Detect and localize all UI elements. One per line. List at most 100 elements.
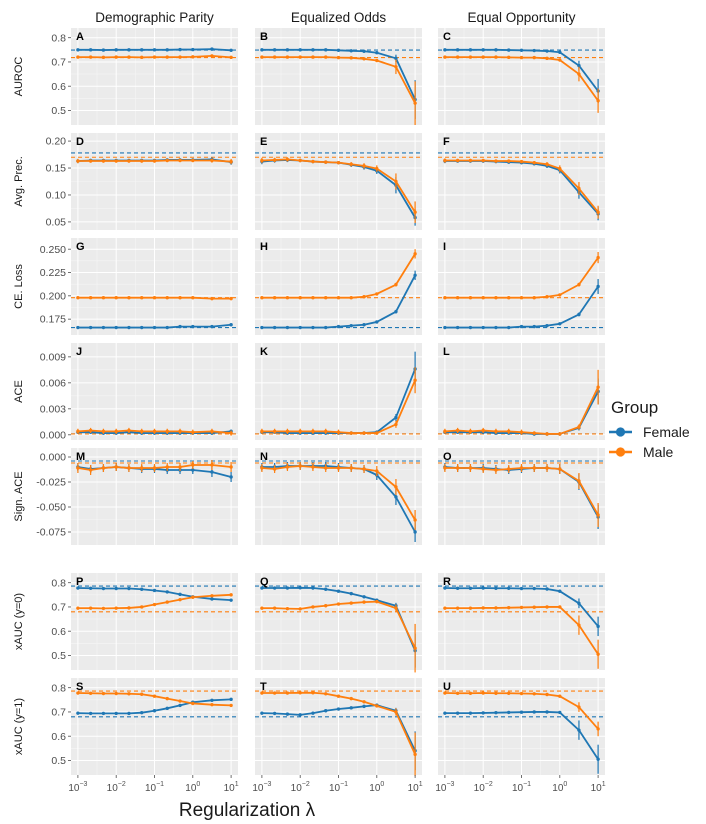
data-point-female <box>140 587 144 591</box>
data-point-female <box>481 48 485 52</box>
data-point-female <box>191 324 195 329</box>
panel-M: -0.075 -0.050 -0.025 0.000 M <box>36 448 238 545</box>
data-point-female <box>165 706 169 711</box>
data-point-male <box>558 467 562 471</box>
data-point-female <box>152 48 157 52</box>
data-point-female <box>349 49 353 53</box>
data-point-male <box>140 55 144 60</box>
data-point-male <box>519 691 524 696</box>
data-point-female <box>101 711 106 716</box>
data-point-male <box>229 55 233 60</box>
series-line-female <box>444 587 599 627</box>
data-point-male <box>165 158 169 163</box>
x-tick-exponent: 0 <box>380 781 384 788</box>
data-point-male <box>178 55 182 59</box>
data-point-male <box>298 55 302 59</box>
data-point-male <box>494 55 498 59</box>
y-tick-label: 0.20 <box>46 136 67 148</box>
data-point-female <box>298 586 302 590</box>
data-point-male <box>468 691 473 695</box>
x-tick-label: 10−3 <box>252 781 271 794</box>
data-point-male <box>481 295 485 300</box>
series-line-female <box>261 48 416 100</box>
data-point-male <box>311 605 315 609</box>
x-tick-label: 10−2 <box>107 781 126 794</box>
data-point-female <box>191 468 195 472</box>
data-point-male <box>272 295 277 300</box>
y-tick-label: -0.075 <box>36 527 66 539</box>
data-point-female <box>152 709 157 713</box>
data-point-female <box>140 710 144 715</box>
data-point-male <box>362 295 366 299</box>
y-tick-label: 0.05 <box>46 217 67 229</box>
data-point-male <box>481 467 485 471</box>
data-point-male <box>298 295 302 300</box>
panel-J: 0.000 0.003 0.006 0.009 J <box>40 343 238 441</box>
x-tick-base: 10 <box>408 783 420 794</box>
data-point-male <box>210 463 214 467</box>
panel-label: A <box>76 31 84 43</box>
data-point-female <box>443 711 447 715</box>
x-tick-label: 100 <box>552 781 567 794</box>
data-point-male <box>596 652 600 656</box>
data-point-male <box>140 692 144 696</box>
panel-label: B <box>260 31 268 43</box>
data-point-male <box>468 158 473 163</box>
data-point-male <box>443 55 447 59</box>
data-point-female <box>114 586 118 591</box>
x-axis-title: Regularization λ <box>179 800 316 821</box>
panel-E: E <box>255 133 422 230</box>
data-point-male <box>545 162 549 166</box>
x-tick-base: 10 <box>512 783 524 794</box>
x-tick-exponent: −3 <box>263 781 271 788</box>
panel-T: T10−3 10−2 10−1 100 101 <box>252 678 423 794</box>
data-point-female <box>298 713 302 717</box>
data-point-male <box>285 465 290 469</box>
series-line-male <box>261 158 416 213</box>
data-point-male <box>519 430 524 434</box>
data-point-male <box>88 159 93 163</box>
data-point-male <box>285 295 290 300</box>
data-point-female <box>596 757 600 761</box>
data-point-male <box>311 429 315 434</box>
data-point-male <box>165 55 169 59</box>
data-point-male <box>532 55 536 60</box>
data-point-male <box>127 428 131 433</box>
data-point-male <box>229 431 233 435</box>
y-tick-label: 0.200 <box>40 290 66 302</box>
data-point-female <box>494 48 498 52</box>
data-point-male <box>558 293 562 297</box>
data-point-male <box>577 425 581 429</box>
data-point-male <box>260 55 264 59</box>
data-point-female <box>101 325 106 330</box>
y-tick-label: 0.225 <box>40 267 66 279</box>
data-point-male <box>324 692 328 696</box>
data-point-female <box>519 710 524 714</box>
data-point-female <box>558 589 562 593</box>
data-point-male <box>285 55 290 59</box>
panel-label: D <box>76 136 84 148</box>
data-point-male <box>140 295 144 300</box>
data-point-male <box>88 55 93 59</box>
legend-label-male: Male <box>643 444 674 460</box>
data-point-female <box>311 48 315 52</box>
data-point-male <box>229 296 233 301</box>
data-point-female <box>272 48 277 52</box>
data-point-female <box>229 323 233 327</box>
data-point-male <box>88 468 93 472</box>
data-point-female <box>76 586 80 590</box>
panel-L: L <box>438 343 605 440</box>
data-point-male <box>114 465 118 469</box>
data-point-male <box>191 463 195 467</box>
data-point-male <box>349 431 353 435</box>
data-point-female <box>260 586 264 590</box>
data-point-female <box>152 588 157 593</box>
row-title-4: ACE <box>13 380 25 403</box>
data-point-male <box>101 55 106 60</box>
data-point-male <box>394 710 398 714</box>
data-point-male <box>76 55 80 59</box>
data-point-female <box>88 325 93 330</box>
data-point-male <box>101 429 106 434</box>
data-point-male <box>165 696 169 701</box>
data-point-female <box>311 711 315 715</box>
